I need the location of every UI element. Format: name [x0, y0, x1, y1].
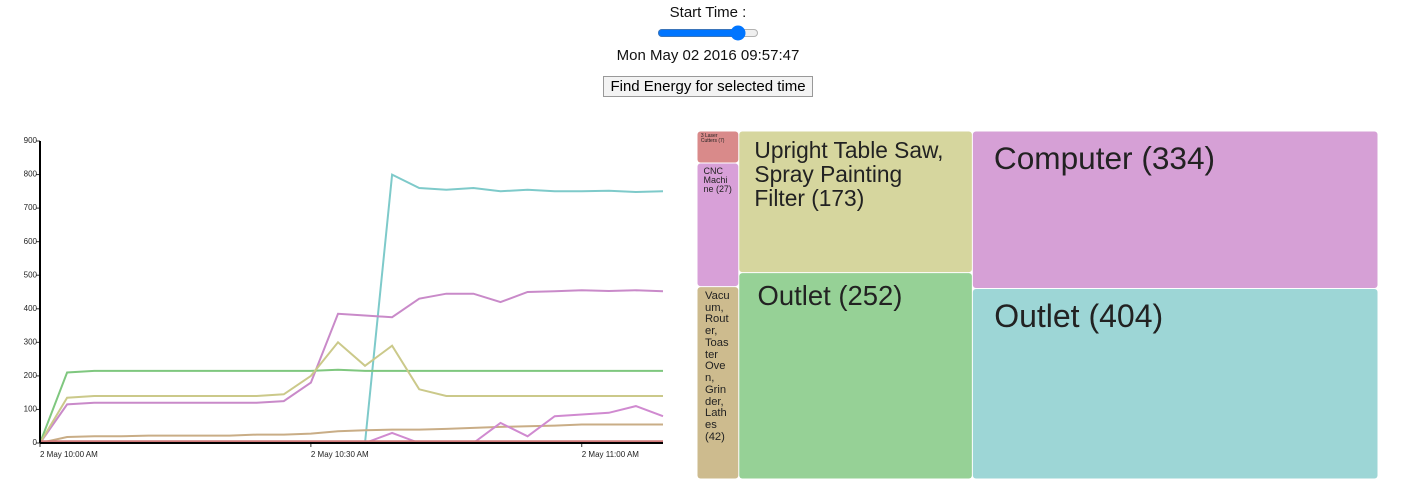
- series-line: [39, 289, 664, 444]
- controls: Start Time : Mon May 02 2016 09:57:47 Fi…: [0, 4, 1416, 97]
- y-tick-label: 500: [24, 270, 38, 279]
- y-tick-label: 200: [24, 371, 38, 380]
- x-tick-label: 2 May 10:30 AM: [311, 450, 369, 459]
- treemap-label-box: Computer (334): [993, 140, 1216, 177]
- treemap-label: Computer (334): [993, 140, 1216, 177]
- y-tick-label: 400: [24, 304, 38, 313]
- time-slider[interactable]: [657, 25, 759, 41]
- start-time-label: Start Time :: [669, 4, 747, 21]
- treemap-label: 3 Laser Cutters (7): [700, 132, 725, 144]
- treemap-label: Vacuum, Router, Toaster Oven, Grinder, L…: [704, 289, 730, 443]
- treemap-cell: [972, 288, 1378, 479]
- treemap-label-box: 3 Laser Cutters (7): [700, 132, 725, 144]
- treemap-label-box: Outlet (404): [994, 297, 1164, 334]
- treemap-cell: [739, 131, 972, 273]
- y-tick-label: 0: [33, 438, 38, 447]
- treemap-label: Outlet (404): [994, 297, 1164, 334]
- y-tick-label: 700: [24, 203, 38, 212]
- treemap-label-box: Vacuum, Router, Toaster Oven, Grinder, L…: [704, 289, 730, 443]
- series-line: [39, 368, 663, 444]
- treemap-label: Outlet (252): [757, 280, 903, 312]
- treemap-cell: [697, 287, 739, 479]
- treemap-label: CNC Machine (27): [703, 165, 732, 195]
- series-line: [39, 423, 663, 444]
- treemap-label: Upright Table Saw, Spray Painting Filter…: [754, 137, 944, 211]
- x-tick-label: 2 May 10:00 AM: [40, 450, 98, 459]
- treemap-cell: [697, 131, 739, 163]
- y-tick-label: 300: [24, 337, 38, 346]
- treemap-label-box: Outlet (252): [757, 280, 903, 312]
- treemap-label-box: CNC Machine (27): [703, 165, 732, 195]
- treemap-label-box: Upright Table Saw, Spray Painting Filter…: [754, 137, 944, 211]
- selected-date: Mon May 02 2016 09:57:47: [616, 47, 800, 64]
- treemap-cell: [697, 163, 739, 287]
- y-tick-label: 100: [24, 405, 38, 414]
- treemap-cell: [739, 273, 972, 479]
- series-line: [39, 340, 663, 444]
- y-tick-label: 800: [24, 170, 38, 179]
- x-tick-label: 2 May 11:00 AM: [582, 450, 640, 459]
- y-tick-label: 600: [24, 237, 38, 246]
- treemap-cell: [972, 131, 1378, 288]
- find-energy-button[interactable]: Find Energy for selected time: [603, 76, 813, 97]
- y-tick-label: 900: [24, 136, 38, 145]
